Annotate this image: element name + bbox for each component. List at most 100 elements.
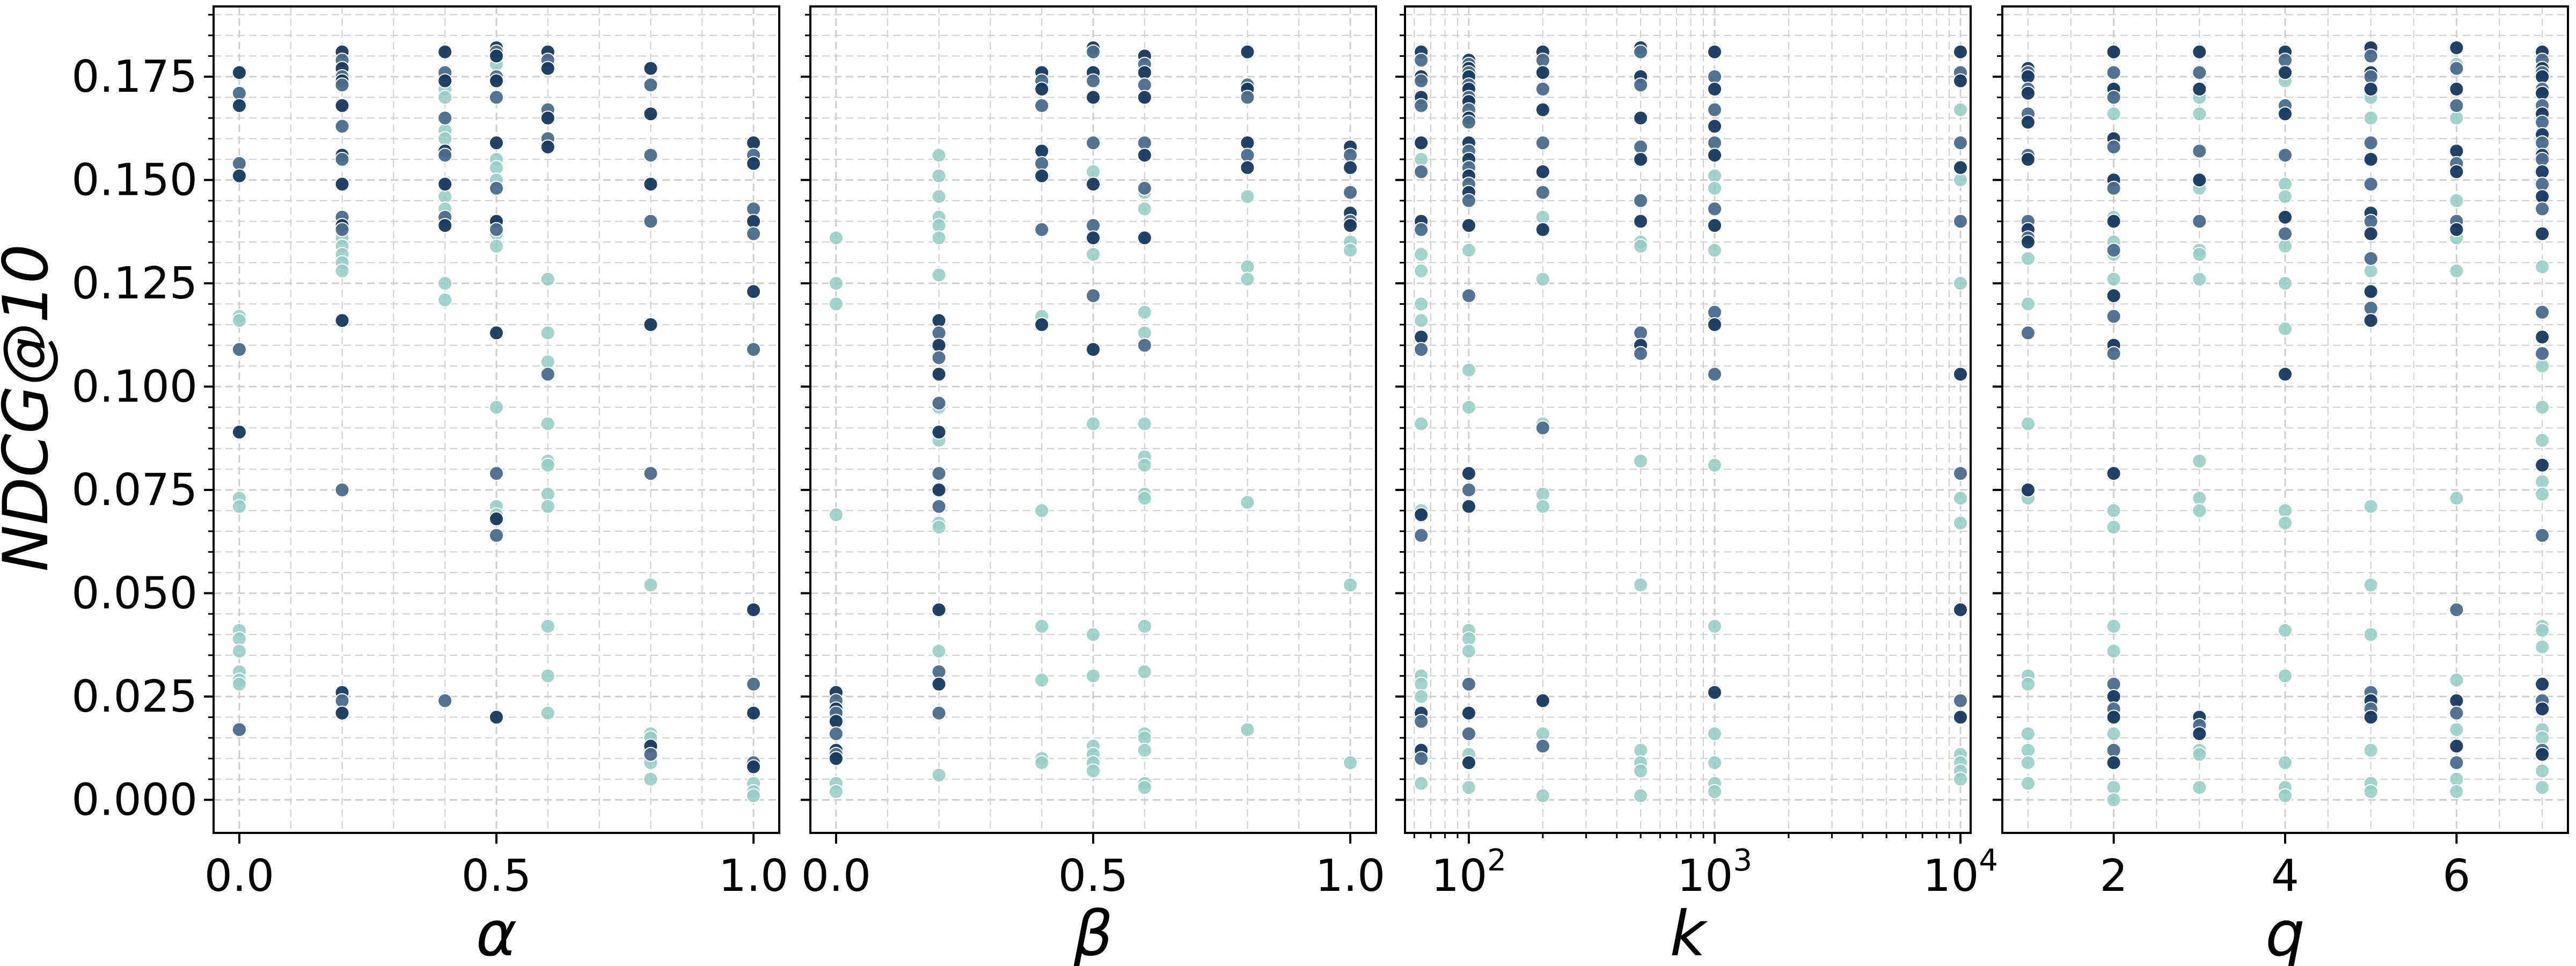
scatter-point-light	[931, 643, 947, 659]
scatter-point-dark	[2535, 330, 2550, 345]
scatter-point-dark	[1414, 222, 1429, 237]
scatter-point-dark	[334, 222, 350, 237]
scatter-point-light	[231, 676, 247, 692]
panels: 0.000 0.025 0.050 0.075 0.100 0.125 0.150 0.175…	[71, 5, 2569, 966]
scatter-point-dark	[1535, 420, 1550, 436]
scatter-point-dark	[1953, 214, 1968, 229]
scatter-point-dark	[643, 106, 658, 122]
scatter-point-light	[828, 784, 844, 799]
scatter-point-dark	[2020, 234, 2036, 250]
scatter-point-light	[2278, 189, 2293, 204]
scatter-point-light	[1414, 247, 1429, 262]
scatter-point-dark	[2192, 726, 2207, 742]
scatter-point-light	[1535, 499, 1550, 514]
scatter-point-dark	[540, 61, 555, 76]
scatter-point-light	[1034, 619, 1050, 634]
scatter-point-dark	[540, 139, 555, 155]
scatter-point-light	[1137, 457, 1152, 473]
x-axis-title: k	[1670, 898, 1708, 966]
scatter-point-dark	[2449, 222, 2464, 237]
scatter-point-dark	[2363, 301, 2379, 316]
scatter-point-light	[931, 189, 947, 204]
x-tick-label: 2	[2100, 851, 2128, 902]
scatter-point-dark	[2363, 226, 2379, 241]
scatter-point-dark	[489, 466, 504, 481]
scatter-point-light	[1240, 722, 1255, 737]
scatter-point-light	[540, 499, 555, 514]
scatter-point-dark	[1707, 685, 1722, 700]
scatter-point-dark	[231, 342, 247, 357]
scatter-point-dark	[1953, 160, 1968, 175]
panel-4: 2 4 6 q	[1993, 5, 2569, 966]
scatter-point-light	[931, 168, 947, 184]
scatter-point-light	[1461, 643, 1476, 659]
scatter-point-light	[1633, 453, 1649, 469]
scatter-point-dark	[1953, 602, 1968, 618]
scatter-point-dark	[2449, 602, 2464, 618]
scatter-point-dark	[1137, 338, 1152, 353]
scatter-point-dark	[489, 73, 504, 89]
scatter-point-dark	[1707, 119, 1722, 134]
scatter-point-dark	[1137, 90, 1152, 105]
y-tick-label: 0.175	[71, 52, 197, 103]
scatter-point-light	[540, 325, 555, 341]
scatter-point-dark	[2106, 466, 2121, 481]
scatter-point-dark	[489, 511, 504, 526]
scatter-point-light	[1137, 304, 1152, 320]
y-tick-label: 0.025	[71, 671, 197, 722]
scatter-point-light	[1707, 784, 1722, 799]
scatter-point-dark	[2363, 48, 2379, 64]
scatter-point-light	[1535, 726, 1550, 742]
scatter-point-dark	[746, 759, 762, 774]
scatter-point-light	[2278, 755, 2293, 771]
scatter-point-dark	[1086, 177, 1101, 192]
scatter-point-light	[931, 267, 947, 283]
scatter-point-light	[2535, 780, 2550, 795]
scatter-point-light	[931, 230, 947, 246]
scatter-point-dark	[931, 396, 947, 411]
scatter-point-light	[931, 767, 947, 783]
scatter-point-dark	[1633, 77, 1649, 93]
scatter-point-dark	[489, 709, 504, 725]
scatter-point-light	[2278, 623, 2293, 638]
x-tick-label: 0.0	[801, 851, 871, 902]
x-tick-label: 4	[2271, 851, 2299, 902]
scatter-point-dark	[1461, 114, 1476, 130]
scatter-point-dark	[1034, 82, 1050, 97]
scatter-point-dark	[2106, 90, 2121, 105]
scatter-point-light	[2449, 784, 2464, 799]
scatter-point-light	[2535, 399, 2550, 415]
scatter-point-dark	[1461, 193, 1476, 208]
scatter-point-light	[540, 416, 555, 431]
scatter-point-light	[2449, 193, 2464, 208]
scatter-point-dark	[2278, 367, 2293, 382]
scatter-point-light	[2363, 743, 2379, 758]
scatter-point-light	[1953, 275, 1968, 291]
scatter-point-dark	[1633, 110, 1649, 126]
scatter-point-dark	[931, 350, 947, 365]
scatter-point-dark	[489, 90, 504, 105]
scatter-point-dark	[1086, 135, 1101, 151]
scatter-point-dark	[1535, 222, 1550, 237]
scatter-point-dark	[746, 156, 762, 171]
scatter-point-dark	[1414, 135, 1429, 151]
scatter-point-dark	[1535, 164, 1550, 179]
scatter-point-light	[828, 507, 844, 523]
scatter-point-light	[2535, 763, 2550, 779]
scatter-point-dark	[1953, 73, 1968, 89]
scatter-point-dark	[2363, 284, 2379, 299]
scatter-point-dark	[1240, 160, 1255, 175]
scatter-point-dark	[231, 65, 247, 80]
scatter-point-dark	[437, 73, 453, 89]
scatter-point-light	[334, 263, 350, 279]
scatter-point-dark	[1137, 148, 1152, 163]
x-tick-exponent: 3	[1733, 843, 1752, 878]
scatter-point-light	[231, 643, 247, 659]
scatter-point-dark	[489, 528, 504, 543]
scatter-point-dark	[1414, 528, 1429, 543]
scatter-point-light	[1953, 515, 1968, 531]
scatter-point-light	[540, 619, 555, 634]
scatter-point-light	[1086, 416, 1101, 431]
scatter-point-light	[1414, 416, 1429, 431]
